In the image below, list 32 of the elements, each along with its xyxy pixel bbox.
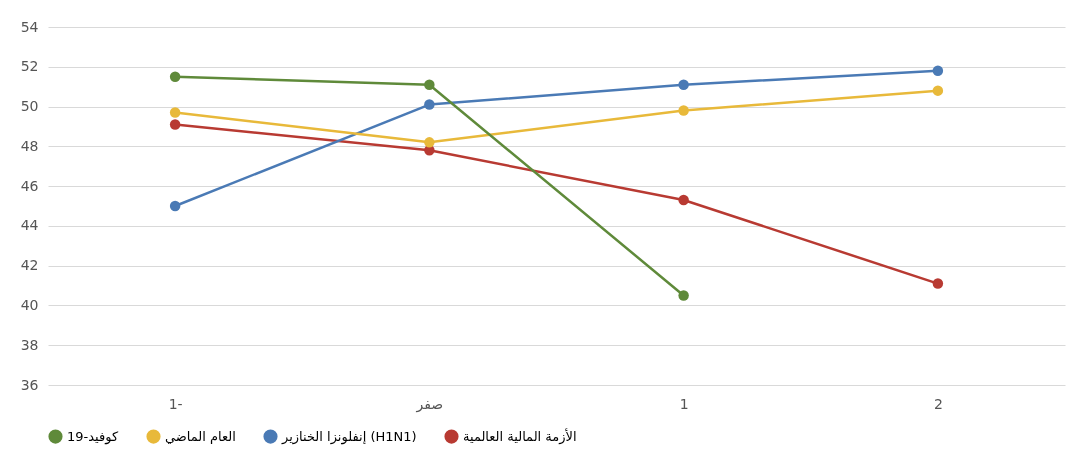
y-tick-label: 38: [20, 336, 39, 353]
legend-label: العام الماضي: [165, 428, 236, 444]
y-tick-label: 52: [20, 58, 39, 75]
y-tick-label: 44: [20, 217, 39, 234]
point: [169, 200, 181, 212]
point: [169, 119, 181, 130]
point: [424, 79, 435, 90]
point: [678, 79, 689, 90]
point: [932, 65, 944, 76]
x-tick-label: صفر: [415, 395, 444, 413]
legend-label: إنفلونزا الخنازير (H1N1): [281, 428, 417, 445]
y-tick-label: 42: [20, 257, 39, 274]
point: [424, 137, 435, 148]
legend-label: الأزمة المالية العالمية: [463, 427, 577, 445]
y-tick-label: 50: [20, 98, 39, 115]
point: [932, 278, 944, 289]
point: [169, 107, 181, 118]
point: [678, 194, 689, 206]
point: [932, 85, 944, 96]
point: [424, 99, 435, 110]
y-tick-label: 36: [20, 376, 39, 393]
y-tick-label: 40: [20, 296, 39, 313]
x-tick-label: 1-: [168, 395, 183, 412]
point: [169, 71, 181, 82]
y-tick-label: 54: [20, 18, 39, 35]
x-tick-label: 2: [933, 395, 943, 412]
point: [678, 290, 689, 301]
legend-label: كوفيد-19: [67, 428, 119, 445]
y-tick-label: 46: [20, 177, 39, 194]
x-tick-label: 1: [679, 395, 689, 412]
y-tick-label: 48: [20, 137, 39, 154]
point: [678, 105, 689, 116]
